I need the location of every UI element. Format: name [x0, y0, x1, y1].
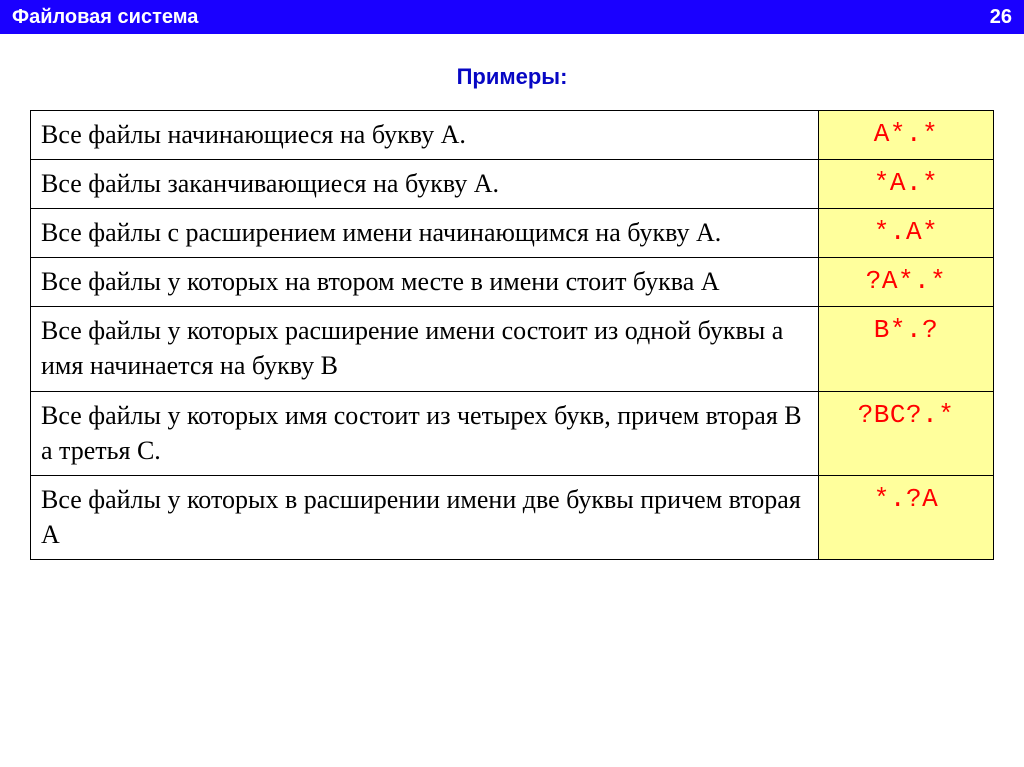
pattern-cell: ?ВС?.*: [819, 391, 994, 475]
table-row: Все файлы у которых расширение имени сос…: [31, 307, 994, 391]
header-title: Файловая система: [12, 6, 198, 29]
slide: Файловая система 26 Примеры: Все файлы н…: [0, 0, 1024, 767]
pattern-cell: А*.*: [819, 111, 994, 160]
header-bar: Файловая система 26: [0, 0, 1024, 34]
pattern-cell: *А.*: [819, 160, 994, 209]
desc-cell: Все файлы у которых расширение имени сос…: [31, 307, 819, 391]
pattern-cell: *.?А: [819, 475, 994, 559]
table-row: Все файлы у которых имя состоит из четыр…: [31, 391, 994, 475]
subtitle: Примеры:: [0, 64, 1024, 90]
pattern-cell: *.А*: [819, 209, 994, 258]
desc-cell: Все файлы у которых в расширении имени д…: [31, 475, 819, 559]
examples-table: Все файлы начинающиеся на букву А. А*.* …: [30, 110, 994, 560]
desc-cell: Все файлы заканчивающиеся на букву А.: [31, 160, 819, 209]
desc-cell: Все файлы с расширением имени начинающим…: [31, 209, 819, 258]
table-row: Все файлы у которых на втором месте в им…: [31, 258, 994, 307]
desc-cell: Все файлы у которых на втором месте в им…: [31, 258, 819, 307]
desc-cell: Все файлы начинающиеся на букву А.: [31, 111, 819, 160]
table-row: Все файлы у которых в расширении имени д…: [31, 475, 994, 559]
table-row: Все файлы с расширением имени начинающим…: [31, 209, 994, 258]
page-number: 26: [990, 6, 1012, 29]
table-row: Все файлы заканчивающиеся на букву А. *А…: [31, 160, 994, 209]
desc-cell: Все файлы у которых имя состоит из четыр…: [31, 391, 819, 475]
pattern-cell: ?А*.*: [819, 258, 994, 307]
pattern-cell: В*.?: [819, 307, 994, 391]
table-row: Все файлы начинающиеся на букву А. А*.*: [31, 111, 994, 160]
examples-table-wrap: Все файлы начинающиеся на букву А. А*.* …: [30, 110, 994, 560]
